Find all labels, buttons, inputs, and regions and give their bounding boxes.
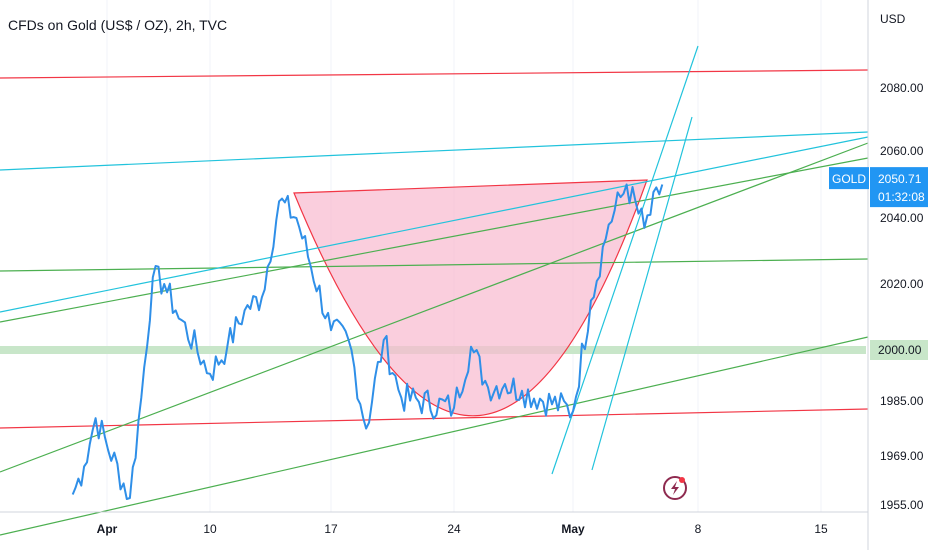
y-tick-label: 1985.00 [880, 394, 924, 408]
chart-title: CFDs on Gold (US$ / OZ), 2h, TVC [8, 17, 228, 33]
resistance-line-upper [0, 69, 869, 79]
x-tick-label: 10 [203, 522, 217, 536]
trend-line-green-rising-3 [0, 336, 869, 536]
x-tick-label: 8 [695, 522, 702, 536]
plot-area[interactable] [0, 0, 869, 536]
level-price-tag [870, 340, 928, 360]
trend-line-green-rising-1 [0, 157, 869, 323]
current-price-tag [870, 167, 928, 208]
x-tick-label: May [561, 522, 585, 536]
price-axis[interactable]: USD 2080.00 2060.00 2040.00 2020.00 2000.00 1… [880, 12, 924, 512]
trend-line-cyan-long [0, 131, 869, 171]
trend-line-green-rising-2 [0, 142, 869, 473]
x-tick-label: 17 [324, 522, 338, 536]
symbol-tag [829, 167, 869, 190]
lightning-icon[interactable] [663, 476, 687, 500]
axis-unit-label: USD [880, 12, 906, 26]
y-tick-label: 1955.00 [880, 498, 924, 512]
current-price-label: 2050.71 [878, 172, 922, 186]
time-axis[interactable]: Apr 10 17 24 May 8 15 [97, 522, 828, 536]
level-price-label: 2000.00 [878, 343, 922, 357]
countdown-label: 01:32:08 [878, 190, 925, 204]
price-line [71, 183, 664, 500]
x-tick-label: Apr [97, 522, 118, 536]
symbol-tag-label: GOLD [832, 172, 866, 186]
trend-line-green-flat [0, 258, 869, 272]
price-series [71, 183, 664, 500]
channel-line-cyan-1 [551, 45, 699, 475]
y-tick-label: 2080.00 [880, 81, 924, 95]
channel-line-cyan-2 [591, 116, 693, 471]
y-tick-label: 1969.00 [880, 449, 924, 463]
trend-line-cyan-rising [0, 136, 869, 313]
chart-drawings [0, 45, 869, 536]
price-tags: GOLD 2050.71 01:32:08 2000.00 [829, 167, 928, 360]
x-tick-label: 15 [814, 522, 828, 536]
y-tick-label: 2020.00 [880, 277, 924, 291]
y-tick-label: 2060.00 [880, 144, 924, 158]
y-tick-label: 2040.00 [880, 211, 924, 225]
x-tick-label: 24 [447, 522, 461, 536]
